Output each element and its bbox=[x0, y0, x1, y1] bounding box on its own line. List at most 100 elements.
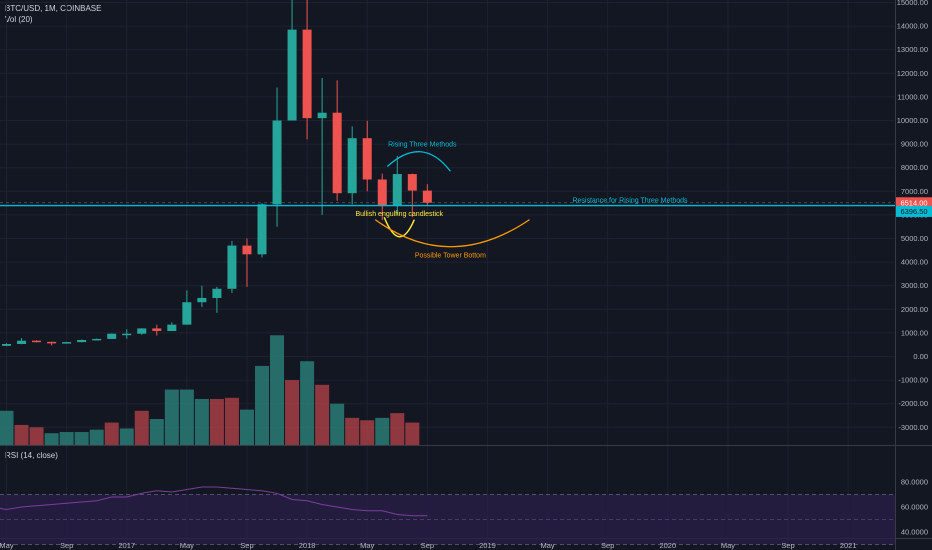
candle bbox=[212, 286, 222, 313]
volume-bar bbox=[74, 432, 89, 445]
candle-body bbox=[17, 340, 27, 344]
time-tick-label: 2019 bbox=[479, 541, 496, 550]
price-tick-label: -2000.00 bbox=[898, 399, 928, 408]
bullish-engulfing-label: Bullish engulfing candlestick bbox=[355, 211, 443, 218]
candle bbox=[302, 0, 312, 140]
candle bbox=[62, 341, 72, 344]
price-tick-label: 12000.00 bbox=[897, 69, 928, 78]
candle-body bbox=[197, 297, 207, 303]
volume-bar bbox=[224, 397, 239, 445]
candle-body bbox=[302, 29, 312, 119]
candle bbox=[92, 338, 102, 341]
time-tick-label: May bbox=[0, 541, 14, 550]
volume-bar bbox=[270, 335, 285, 445]
time-tick-label: 2020 bbox=[659, 541, 676, 550]
volume-bar bbox=[149, 419, 164, 445]
candle bbox=[167, 322, 177, 332]
volume-bar bbox=[119, 428, 134, 445]
volume-bar bbox=[315, 384, 330, 445]
volume-bar bbox=[14, 424, 29, 445]
price-tick-label: 14000.00 bbox=[897, 22, 928, 31]
candle-body bbox=[272, 120, 282, 205]
candle bbox=[107, 333, 117, 340]
candle bbox=[2, 343, 11, 347]
candle-body bbox=[92, 338, 102, 341]
candle bbox=[377, 173, 387, 221]
candle bbox=[77, 339, 87, 343]
candle-body bbox=[212, 288, 222, 298]
volume-bar bbox=[360, 420, 375, 445]
candle bbox=[17, 338, 27, 345]
candle-body bbox=[392, 174, 402, 206]
candle bbox=[242, 238, 252, 287]
time-tick-label: May bbox=[721, 541, 735, 550]
candle bbox=[272, 87, 282, 227]
price-tick-label: 9000.00 bbox=[901, 140, 928, 149]
candle-body bbox=[182, 302, 192, 325]
time-tick-label: Sep bbox=[601, 541, 614, 550]
volume-bar bbox=[375, 417, 390, 445]
candle bbox=[197, 285, 207, 307]
candle-body bbox=[2, 343, 11, 346]
price-tick-label: 15000.00 bbox=[897, 0, 928, 7]
candle bbox=[227, 240, 237, 293]
candle-body bbox=[77, 339, 87, 343]
candle bbox=[332, 80, 342, 201]
candle bbox=[182, 290, 192, 325]
candle-body bbox=[122, 333, 132, 336]
candle-body bbox=[152, 328, 162, 332]
price-tick-label: 2000.00 bbox=[901, 305, 928, 314]
rsi-line bbox=[0, 486, 428, 517]
volume-bar bbox=[0, 410, 14, 445]
candle bbox=[47, 341, 57, 346]
rsi-tick-label: 80.0000 bbox=[901, 478, 928, 487]
symbol-title: BTC/USD, 1M, COINBASE bbox=[5, 4, 102, 13]
candle-body bbox=[347, 138, 357, 194]
volume-bar bbox=[239, 409, 254, 445]
candle-body bbox=[407, 174, 417, 191]
volume-bar bbox=[255, 365, 270, 445]
candle bbox=[287, 0, 297, 121]
rising-three-label: Rising Three Methods bbox=[388, 141, 457, 148]
time-tick-label: Sep bbox=[60, 541, 73, 550]
candle bbox=[347, 126, 357, 205]
candle-body bbox=[107, 333, 117, 339]
volume-bar bbox=[390, 413, 405, 445]
candle-body bbox=[362, 138, 372, 180]
volume-bar bbox=[59, 432, 74, 445]
volume-bar bbox=[300, 361, 315, 445]
candle-body bbox=[47, 341, 57, 344]
resistance-label: Resistance for Rising Three Methods bbox=[572, 198, 688, 205]
rising-three-arc bbox=[386, 151, 451, 172]
volume-bar bbox=[44, 433, 59, 445]
tower-bottom-label: Possible Tower Bottom bbox=[415, 252, 486, 259]
time-tick-label: 2018 bbox=[299, 541, 316, 550]
volume-bar bbox=[405, 422, 420, 445]
volume-bar bbox=[285, 380, 300, 445]
time-tick-label: Sep bbox=[421, 541, 434, 550]
volume-bar bbox=[345, 417, 360, 445]
candle bbox=[32, 340, 42, 343]
volume-bar bbox=[330, 403, 345, 445]
candle bbox=[137, 328, 147, 335]
volume-bar bbox=[104, 422, 119, 445]
candle-body bbox=[257, 204, 267, 255]
candle-body bbox=[242, 245, 252, 255]
price-tick-label: 5000.00 bbox=[901, 234, 928, 243]
time-tick-label: May bbox=[540, 541, 554, 550]
candle-body bbox=[422, 190, 432, 203]
candle-body bbox=[287, 29, 297, 121]
time-tick-label: May bbox=[180, 541, 194, 550]
current-price-tag-bg bbox=[896, 197, 932, 209]
candle-body bbox=[32, 340, 42, 343]
candle-body bbox=[317, 112, 327, 119]
price-tick-label: 3000.00 bbox=[901, 281, 928, 290]
candle bbox=[257, 203, 267, 258]
price-tick-label: 10000.00 bbox=[897, 116, 928, 125]
volume-bar bbox=[164, 389, 179, 445]
candle-body bbox=[62, 342, 72, 344]
price-tick-label: 7000.00 bbox=[901, 187, 928, 196]
tower-bottom-arc bbox=[374, 219, 530, 248]
price-tick-label: 13000.00 bbox=[897, 45, 928, 54]
